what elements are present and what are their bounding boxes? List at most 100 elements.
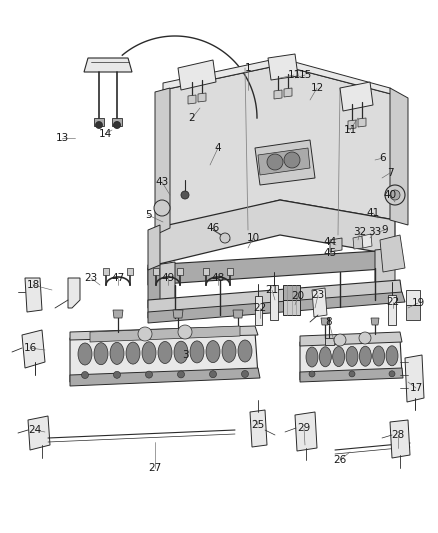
Circle shape (177, 371, 184, 378)
Text: 47: 47 (111, 273, 125, 283)
Ellipse shape (190, 341, 204, 363)
Polygon shape (295, 412, 317, 451)
Ellipse shape (206, 341, 220, 362)
Polygon shape (148, 292, 405, 323)
Polygon shape (70, 368, 260, 386)
Polygon shape (70, 326, 258, 340)
Text: 20: 20 (291, 291, 304, 301)
Ellipse shape (319, 347, 331, 367)
Polygon shape (28, 416, 50, 450)
Polygon shape (340, 82, 373, 111)
Circle shape (113, 122, 120, 128)
Polygon shape (358, 118, 366, 127)
Text: 14: 14 (99, 129, 112, 139)
Polygon shape (362, 234, 372, 248)
Polygon shape (371, 318, 379, 325)
Text: 16: 16 (23, 343, 37, 353)
Text: 11: 11 (343, 125, 357, 135)
Text: 22: 22 (253, 303, 267, 313)
Text: 40: 40 (383, 190, 396, 200)
Text: 28: 28 (392, 430, 405, 440)
Polygon shape (148, 265, 160, 308)
Polygon shape (268, 54, 298, 80)
Ellipse shape (222, 340, 236, 362)
Circle shape (390, 190, 400, 200)
Circle shape (154, 200, 170, 216)
Polygon shape (103, 268, 109, 275)
Text: 29: 29 (297, 423, 311, 433)
Circle shape (145, 371, 152, 378)
Polygon shape (300, 332, 402, 346)
Text: 15: 15 (298, 70, 311, 80)
Text: 27: 27 (148, 463, 162, 473)
Polygon shape (255, 140, 315, 185)
Text: 44: 44 (323, 237, 337, 247)
Polygon shape (148, 280, 402, 318)
Text: 2: 2 (189, 113, 195, 123)
Circle shape (113, 372, 120, 378)
Circle shape (349, 371, 355, 377)
Circle shape (385, 185, 405, 205)
Text: 9: 9 (381, 225, 389, 235)
Circle shape (138, 327, 152, 341)
Polygon shape (330, 238, 342, 252)
Text: 26: 26 (333, 455, 346, 465)
Polygon shape (388, 295, 396, 325)
Ellipse shape (386, 346, 398, 366)
Polygon shape (178, 60, 216, 90)
Polygon shape (25, 278, 42, 312)
Text: 17: 17 (410, 383, 423, 393)
Polygon shape (405, 355, 424, 402)
Text: 21: 21 (265, 285, 279, 295)
Polygon shape (406, 290, 420, 305)
Ellipse shape (126, 342, 140, 364)
Polygon shape (148, 225, 160, 270)
Text: 13: 13 (55, 133, 69, 143)
Text: 46: 46 (206, 223, 219, 233)
Polygon shape (22, 330, 45, 368)
Bar (94, 118, 104, 126)
Polygon shape (283, 285, 300, 300)
Text: 7: 7 (387, 168, 393, 178)
Polygon shape (90, 326, 240, 342)
Polygon shape (148, 250, 398, 285)
Ellipse shape (142, 342, 156, 364)
Polygon shape (283, 300, 300, 315)
Polygon shape (380, 235, 405, 272)
Text: 10: 10 (247, 233, 260, 243)
Text: 18: 18 (26, 280, 39, 290)
Polygon shape (390, 420, 410, 458)
Polygon shape (255, 296, 262, 325)
Text: 6: 6 (380, 153, 386, 163)
Polygon shape (258, 148, 310, 175)
Circle shape (359, 332, 371, 344)
Polygon shape (163, 65, 395, 230)
Text: 12: 12 (311, 83, 324, 93)
Circle shape (284, 152, 300, 168)
Ellipse shape (94, 343, 108, 365)
Polygon shape (227, 268, 233, 275)
Polygon shape (173, 310, 183, 318)
Circle shape (181, 191, 189, 199)
Polygon shape (188, 95, 196, 104)
Polygon shape (163, 58, 395, 95)
Polygon shape (348, 120, 356, 129)
Text: 49: 49 (161, 273, 175, 283)
Polygon shape (300, 338, 402, 380)
Circle shape (81, 372, 88, 378)
Text: 22: 22 (386, 297, 399, 307)
Polygon shape (127, 268, 133, 275)
Polygon shape (198, 93, 206, 102)
Polygon shape (113, 310, 123, 318)
Circle shape (309, 371, 315, 377)
Polygon shape (203, 268, 209, 275)
Text: 43: 43 (155, 177, 169, 187)
Text: 11: 11 (287, 70, 300, 80)
Polygon shape (300, 368, 403, 382)
Text: 48: 48 (212, 273, 225, 283)
Text: 32: 32 (353, 227, 367, 237)
Polygon shape (177, 268, 183, 275)
Polygon shape (250, 410, 267, 447)
Polygon shape (353, 236, 363, 249)
Text: 45: 45 (323, 248, 337, 258)
